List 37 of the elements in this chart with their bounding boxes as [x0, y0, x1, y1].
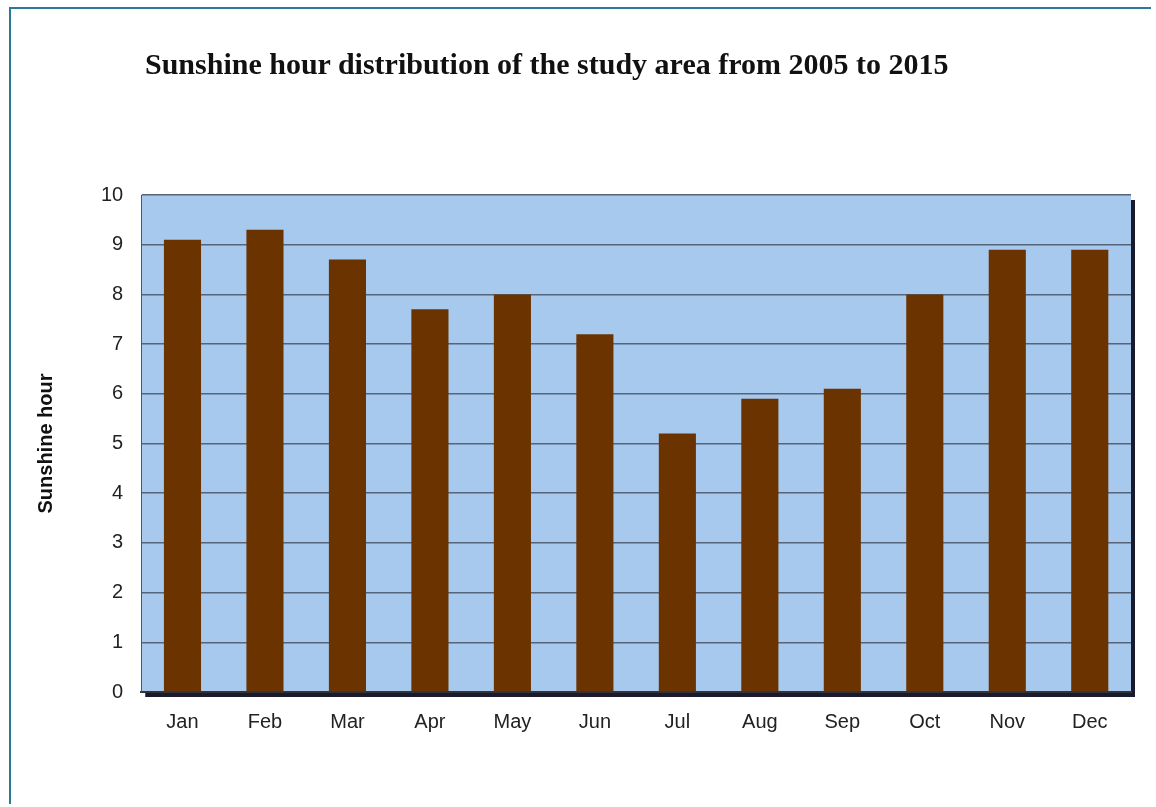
x-tick-label: Apr: [414, 709, 446, 732]
y-tick-label: 1: [112, 629, 124, 652]
y-tick-label: 6: [112, 381, 124, 404]
x-tick-label: Aug: [742, 709, 778, 732]
x-tick-label: Sep: [824, 709, 861, 732]
bar: [823, 388, 861, 692]
bar: [658, 433, 696, 692]
bar: [741, 398, 779, 692]
x-tick-label: Mar: [330, 709, 365, 732]
y-tick-label: 4: [112, 480, 124, 503]
y-tick-label: 3: [112, 530, 124, 553]
x-tick-label: Jul: [664, 709, 691, 732]
x-tick-label: Jun: [578, 709, 612, 732]
y-tick-label: 9: [112, 232, 124, 255]
bar: [493, 294, 531, 692]
bar: [411, 309, 449, 692]
x-tick-label: Dec: [1071, 709, 1108, 732]
y-tick-label: 0: [112, 679, 124, 702]
bar: [576, 334, 614, 692]
x-tick-label: May: [493, 709, 532, 732]
bar: [163, 239, 202, 692]
bar: [988, 249, 1026, 692]
chart-title: Sunshine hour distribution of the study area from 2005 to 2015: [145, 46, 950, 82]
y-tick-label: 5: [112, 431, 124, 454]
bar: [906, 294, 944, 692]
y-axis-title: Sunshine hour: [33, 373, 56, 514]
y-tick-label: 2: [112, 580, 124, 603]
x-tick-label: Oct: [909, 709, 941, 732]
x-tick-label: Jan: [166, 709, 199, 732]
bar: [246, 229, 284, 692]
y-tick-label: 7: [112, 331, 124, 354]
y-tick-label: 10: [101, 182, 124, 205]
bar: [1071, 249, 1109, 692]
x-tick-label: Nov: [989, 709, 1026, 732]
x-tick-label: Feb: [247, 709, 283, 732]
y-tick-label: 8: [112, 281, 124, 304]
bar: [328, 259, 366, 692]
